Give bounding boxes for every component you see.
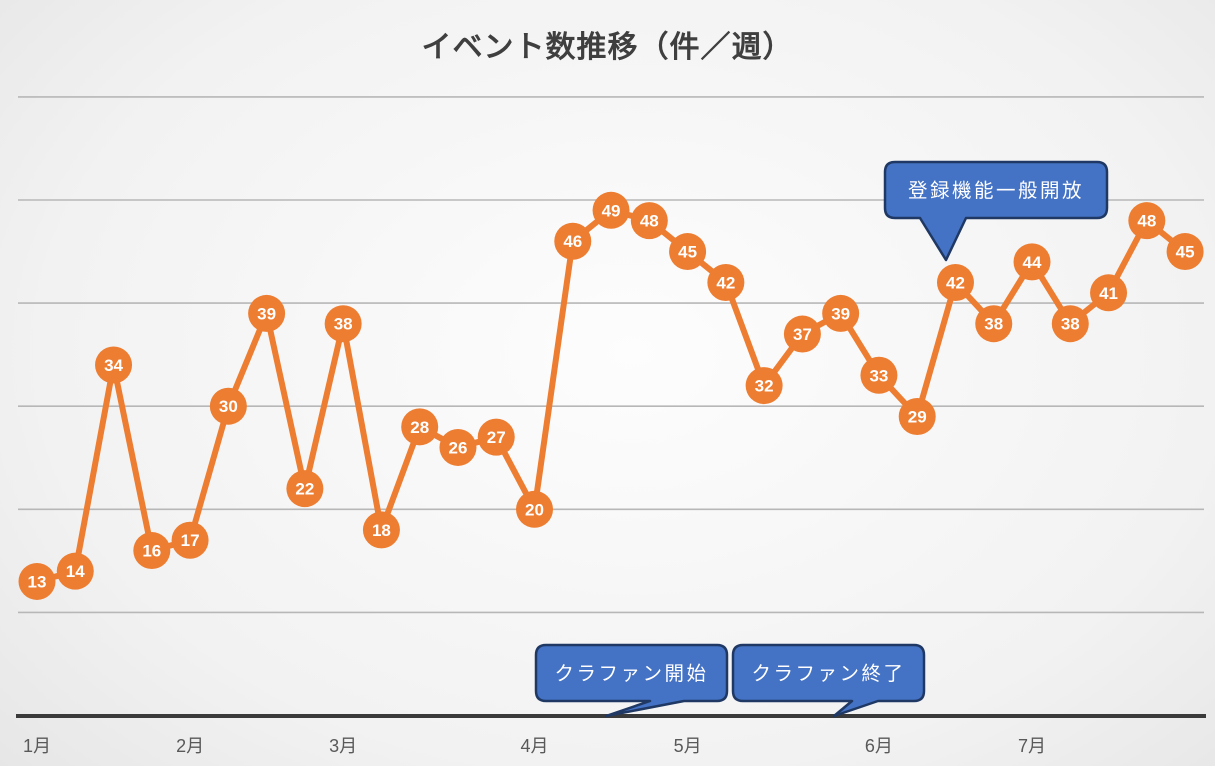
data-point-label-week-25: 42	[946, 273, 965, 292]
data-point-label-week-23: 33	[869, 366, 888, 385]
data-point-label-week-22: 39	[831, 304, 850, 323]
callout-crowdfund-end-bubble	[731, 643, 926, 718]
data-point-week-18	[669, 233, 707, 271]
data-point-label-week-10: 18	[372, 521, 391, 540]
data-point-week-20	[745, 367, 783, 405]
callout-register-open-bubble	[883, 160, 1109, 262]
data-point-week-7	[248, 294, 286, 332]
data-point-label-week-8: 22	[295, 480, 314, 499]
data-point-label-week-9: 38	[334, 315, 353, 334]
x-axis-label-6月: 6月	[865, 736, 893, 756]
data-point-week-9	[324, 305, 362, 343]
data-point-week-3	[95, 346, 133, 384]
x-axis-label-3月: 3月	[329, 736, 357, 756]
x-axis-label-1月: 1月	[23, 736, 51, 756]
callout-register-open-label: 登録機能一般開放	[908, 180, 1084, 202]
callout-crowdfund-end: クラファン終了	[731, 643, 926, 718]
data-point-label-week-30: 48	[1137, 212, 1156, 231]
data-point-week-23	[860, 356, 898, 394]
x-axis-label-5月: 5月	[674, 736, 702, 756]
callout-register-open: 登録機能一般開放	[883, 160, 1109, 262]
data-point-week-17	[630, 202, 668, 240]
data-point-label-week-11: 28	[410, 418, 429, 437]
callout-crowdfund-start-bubble	[534, 643, 729, 718]
data-point-week-28	[1051, 305, 1089, 343]
data-point-week-29	[1090, 274, 1128, 312]
x-axis-label-2月: 2月	[176, 736, 204, 756]
callout-crowdfund-start-label: クラファン開始	[554, 663, 708, 685]
data-point-week-2	[56, 552, 94, 590]
data-point-label-week-3: 34	[104, 356, 123, 375]
data-point-label-week-15: 46	[563, 232, 582, 251]
data-point-week-26	[975, 305, 1013, 343]
data-point-label-week-2: 14	[66, 562, 85, 581]
data-point-label-week-18: 45	[678, 243, 697, 262]
callout-crowdfund-start: クラファン開始	[534, 643, 729, 718]
chart-line	[34, 207, 1189, 585]
x-axis-label-4月: 4月	[521, 736, 549, 756]
data-point-week-16	[592, 191, 630, 229]
data-point-week-22	[822, 294, 860, 332]
callout-crowdfund-end-label: クラファン終了	[751, 663, 905, 685]
data-point-week-24	[898, 398, 936, 436]
data-point-label-week-12: 26	[449, 438, 468, 457]
data-point-label-week-17: 48	[640, 212, 659, 231]
data-point-week-12	[439, 428, 477, 466]
data-point-week-21	[783, 315, 821, 353]
data-point-label-week-21: 37	[793, 325, 812, 344]
data-point-week-13	[477, 418, 515, 456]
data-point-week-27	[1013, 243, 1051, 281]
data-point-label-week-7: 39	[257, 304, 276, 323]
data-point-label-week-13: 27	[487, 428, 506, 447]
data-point-label-week-31: 45	[1176, 243, 1195, 262]
data-point-week-25	[936, 263, 974, 301]
data-point-label-week-6: 30	[219, 397, 238, 416]
data-point-week-5	[171, 521, 209, 559]
data-point-week-6	[209, 387, 247, 425]
data-point-label-week-19: 42	[716, 273, 735, 292]
data-point-week-31	[1166, 233, 1204, 271]
data-point-label-week-29: 41	[1099, 284, 1118, 303]
data-point-week-14	[516, 490, 554, 528]
data-point-label-week-5: 17	[181, 531, 200, 550]
data-point-week-19	[707, 263, 745, 301]
x-axis-label-7月: 7月	[1018, 736, 1046, 756]
chart-title: イベント数推移（件／週）	[421, 31, 794, 64]
data-point-label-week-27: 44	[1023, 253, 1042, 272]
data-point-week-1	[18, 562, 56, 600]
data-point-week-10	[362, 511, 400, 549]
data-point-label-week-4: 16	[142, 542, 161, 561]
data-point-label-week-1: 13	[28, 572, 47, 591]
data-point-week-30	[1128, 202, 1166, 240]
data-point-week-4	[133, 532, 171, 570]
data-point-week-8	[286, 470, 324, 508]
data-point-label-week-14: 20	[525, 500, 544, 519]
data-point-label-week-16: 49	[602, 201, 621, 220]
data-point-label-week-28: 38	[1061, 315, 1080, 334]
data-point-label-week-26: 38	[984, 315, 1003, 334]
data-point-week-11	[401, 408, 439, 446]
data-point-label-week-24: 29	[908, 408, 927, 427]
data-point-label-week-20: 32	[755, 377, 774, 396]
data-point-week-15	[554, 222, 592, 260]
